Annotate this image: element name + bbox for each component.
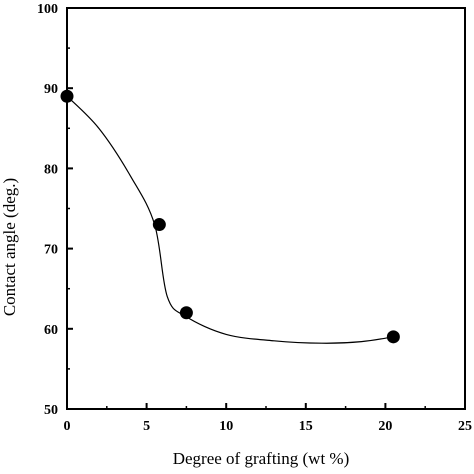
x-tick-label: 15 [299,419,313,434]
x-axis-title: Degree of grafting (wt %) [173,449,350,468]
fit-curve [66,95,394,344]
plot-frame [66,7,466,410]
y-tick-label: 60 [44,323,58,338]
x-tick-label: 5 [143,419,150,434]
y-tick-label: 80 [44,162,58,177]
y-tick-label: 90 [44,82,58,97]
data-point [386,330,400,344]
data-point [60,89,74,103]
data-point [179,306,193,320]
y-tick-label: 50 [44,403,58,418]
y-tick-label: 70 [44,243,58,258]
x-tick-label: 0 [64,419,71,434]
y-tick-label: 100 [37,2,58,17]
data-point [152,218,166,232]
x-tick-label: 10 [219,419,233,434]
x-tick-label: 20 [378,419,392,434]
y-axis-title: Contact angle (deg.) [0,178,19,316]
x-tick-label: 25 [458,419,472,434]
